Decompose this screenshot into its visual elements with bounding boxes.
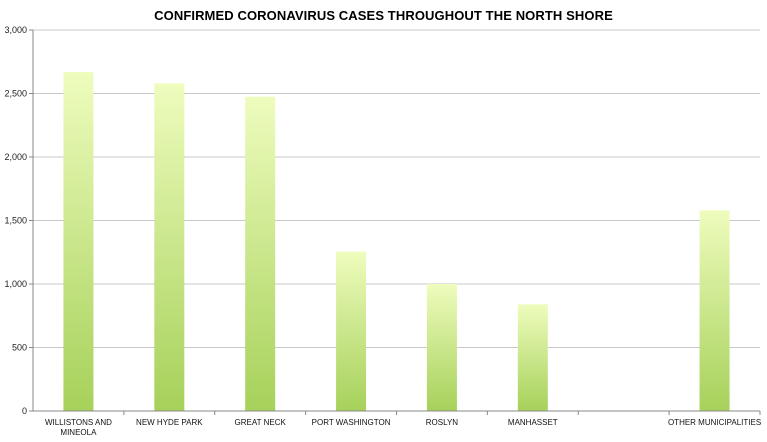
x-tick-label: NEW HYDE PARK <box>136 418 203 427</box>
y-tick-label: 0 <box>22 406 27 416</box>
x-tick-label: OTHER MUNICIPALITIES <box>668 418 761 427</box>
x-tick-label: WILLISTONS AND MINEOLA <box>45 418 112 437</box>
bar <box>154 83 185 411</box>
bars <box>63 71 730 412</box>
x-tick-label: GREAT NECK <box>235 418 287 427</box>
bar <box>699 210 730 411</box>
y-tick-label: 2,000 <box>4 152 27 162</box>
x-tick-label: MANHASSET <box>508 418 558 427</box>
chart-title: CONFIRMED CORONAVIRUS CASES THROUGHOUT T… <box>154 8 613 23</box>
y-tick-label: 2,500 <box>4 89 27 99</box>
bar <box>245 96 276 412</box>
x-tick-label: ROSLYN <box>426 418 459 427</box>
bar <box>63 71 94 411</box>
bar <box>517 304 548 411</box>
y-tick-label: 1,000 <box>4 279 27 289</box>
y-tick-label: 3,000 <box>4 25 27 35</box>
grid-lines <box>33 29 760 348</box>
x-tick-label: PORT WASHINGTON <box>312 418 391 427</box>
bar <box>336 251 367 411</box>
tick-labels: 0 500 1,000 1,500 2,000 2,500 3,000 WILLISTONS … <box>4 25 761 437</box>
axes <box>29 29 761 415</box>
y-tick-label: 1,500 <box>4 216 27 226</box>
bar <box>426 284 457 411</box>
y-tick-label: 500 <box>12 343 27 353</box>
